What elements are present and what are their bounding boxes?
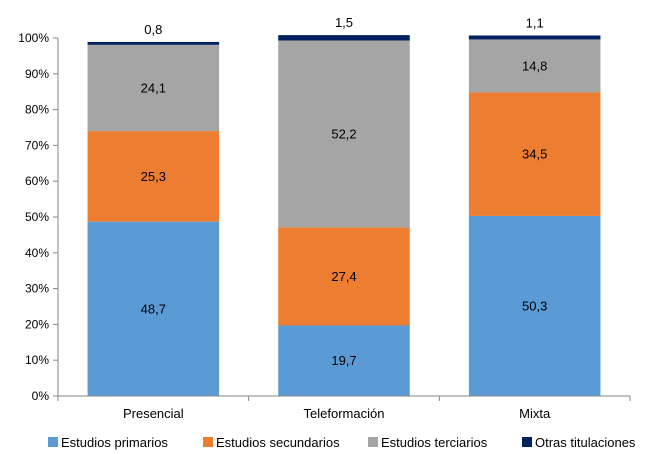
y-tick-label: 20%	[25, 317, 49, 331]
legend-label: Estudios secundarios	[216, 435, 340, 450]
y-tick-label: 100%	[18, 31, 49, 45]
data-label: 19,7	[331, 353, 356, 368]
legend-swatch	[203, 437, 213, 447]
y-tick-label: 80%	[25, 103, 49, 117]
legend: Estudios primarios Estudios secundarios Es…	[48, 435, 636, 450]
bar-segment	[468, 92, 601, 216]
data-label: 27,4	[331, 269, 356, 284]
y-tick-label: 60%	[25, 174, 49, 188]
y-tick-label: 10%	[25, 353, 49, 367]
data-label: 1,5	[335, 15, 353, 30]
data-labels: 48,7 25,3 24,1 0,8 19,7 27,4 52,2 1,5 50,3 34,5 14…	[141, 15, 548, 368]
data-label: 34,5	[522, 147, 547, 162]
x-axis: Presencial Teleformación Mixta	[57, 395, 631, 421]
y-tick-label: 90%	[25, 67, 49, 81]
legend-label: Estudios primarios	[61, 435, 168, 450]
bar-segment	[87, 131, 220, 222]
bar-segment	[468, 35, 601, 40]
x-category-label: Teleformación	[304, 406, 385, 421]
data-label: 25,3	[141, 169, 166, 184]
y-tick-label: 40%	[25, 246, 49, 260]
legend-label: Otras titulaciones	[535, 435, 636, 450]
legend-swatch	[522, 437, 532, 447]
bar-segment	[87, 41, 220, 45]
bar-segment	[468, 39, 601, 93]
y-tick-label: 30%	[25, 282, 49, 296]
legend-label: Estudios terciarios	[381, 435, 488, 450]
data-label: 48,7	[141, 301, 166, 316]
bar-segment	[278, 40, 410, 228]
legend-swatch	[368, 437, 378, 447]
data-label: 52,2	[331, 126, 356, 141]
data-label: 1,1	[526, 15, 544, 30]
legend-swatch	[48, 437, 58, 447]
data-label: 50,3	[522, 298, 547, 313]
data-label: 24,1	[141, 80, 166, 95]
x-category-label: Presencial	[123, 406, 184, 421]
y-axis: 0% 10% 20% 30% 40% 50% 60% 70% 80% 90% 100%	[18, 31, 59, 403]
bar-segment	[468, 215, 601, 396]
x-category-label: Mixta	[519, 406, 551, 421]
bar-segment	[278, 35, 410, 41]
bar-segment	[87, 44, 220, 132]
bars	[87, 35, 601, 396]
data-label: 0,8	[144, 22, 162, 37]
bar-segment	[87, 221, 220, 396]
bar-segment	[278, 325, 410, 396]
y-tick-label: 50%	[25, 210, 49, 224]
y-tick-label: 0%	[32, 389, 50, 403]
data-label: 14,8	[522, 58, 547, 73]
y-tick-label: 70%	[25, 138, 49, 152]
bar-segment	[278, 227, 410, 326]
